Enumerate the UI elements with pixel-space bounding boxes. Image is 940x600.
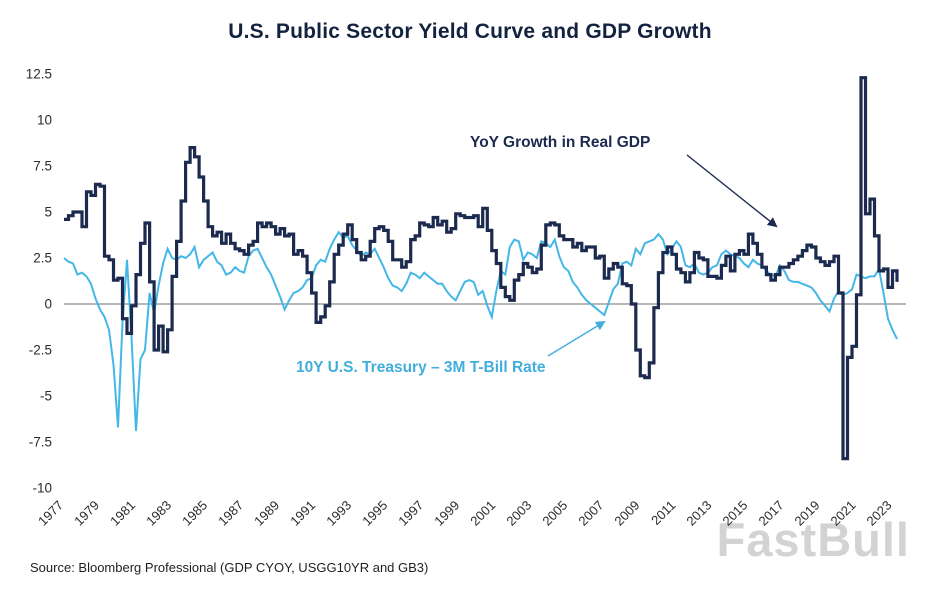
x-axis-tick-label: 2001 xyxy=(467,498,498,529)
x-axis-tick-label: 2011 xyxy=(648,498,678,528)
y-axis-tick-label: 7.5 xyxy=(33,159,52,174)
spread-line xyxy=(63,230,898,432)
x-axis-tick-label: 2021 xyxy=(828,498,859,529)
x-axis-tick-label: 1999 xyxy=(431,498,462,529)
x-axis-tick-label: 2017 xyxy=(755,498,786,529)
y-axis-tick-label: 2.5 xyxy=(33,251,52,266)
x-axis-tick-label: 1997 xyxy=(395,498,426,529)
x-axis-tick-label: 2005 xyxy=(539,498,570,529)
x-axis-tick-label: 1977 xyxy=(35,498,66,529)
x-axis-tick-label: 1979 xyxy=(71,498,102,529)
page-title: U.S. Public Sector Yield Curve and GDP G… xyxy=(228,20,712,43)
watermark: FastBull xyxy=(716,513,910,566)
x-axis-tick-label: 1981 xyxy=(107,498,138,529)
x-axis-tick-label: 1989 xyxy=(251,498,282,529)
x-axis-tick-label: 1987 xyxy=(215,498,246,529)
gdp-series-annotation: YoY Growth in Real GDP xyxy=(470,134,650,151)
y-axis-tick-label: -2.5 xyxy=(29,343,52,358)
x-axis-tick-label: 2015 xyxy=(719,498,750,529)
spread-series-annotation: 10Y U.S. Treasury – 3M T-Bill Rate xyxy=(296,359,546,376)
x-axis-tick-label: 1993 xyxy=(323,498,354,529)
x-axis-tick-label: 2009 xyxy=(611,498,642,529)
y-axis-tick-label: 0 xyxy=(44,297,52,312)
x-axis-tick-label: 1995 xyxy=(359,498,390,529)
x-axis-tick-label: 2003 xyxy=(503,498,534,529)
x-axis-tick-label: 2007 xyxy=(575,498,606,529)
y-axis-tick-label: -10 xyxy=(32,481,52,496)
source-note: Source: Bloomberg Professional (GDP CYOY… xyxy=(30,560,429,575)
y-axis-tick-label: 10 xyxy=(37,113,52,128)
x-axis-tick-label: 1983 xyxy=(143,498,174,529)
y-axis-tick-label: -5 xyxy=(40,389,52,404)
x-axis-tick-label: 1985 xyxy=(179,498,210,529)
gdp-line xyxy=(64,76,899,461)
y-axis-tick-label: -7.5 xyxy=(29,435,52,450)
x-axis-tick-label: 2013 xyxy=(683,498,714,529)
x-axis-tick-label: 1991 xyxy=(287,498,318,529)
x-axis-tick-label: 2023 xyxy=(864,498,895,529)
x-axis-tick-label: 2019 xyxy=(792,498,823,529)
y-axis-tick-label: 12.5 xyxy=(26,67,52,82)
spread-annotation-arrow xyxy=(547,320,606,357)
gdp-annotation-arrow xyxy=(686,154,778,228)
y-axis-tick-label: 5 xyxy=(44,205,52,220)
